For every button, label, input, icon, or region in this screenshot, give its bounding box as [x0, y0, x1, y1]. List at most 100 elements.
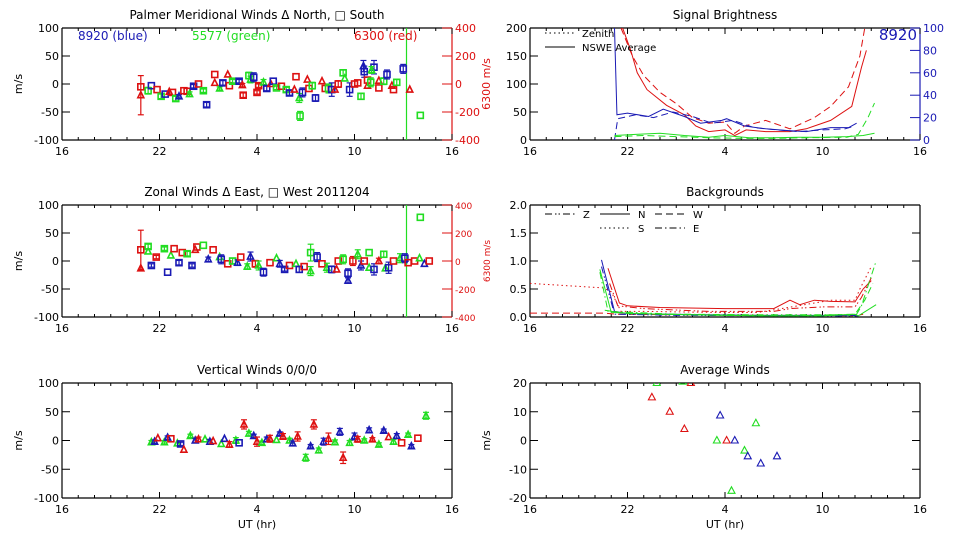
data-point-triangle [309, 419, 319, 428]
data-point-square [339, 69, 347, 77]
y-tick-label: 0 [52, 435, 59, 448]
data-point-square [188, 261, 196, 270]
plot-area [136, 205, 434, 317]
data-point-triangle [272, 434, 281, 444]
x-tick-label: 16 [913, 322, 927, 335]
data-point-triangle [686, 383, 696, 387]
y-tick-label: 0.5 [510, 283, 528, 296]
x-tick-label: 16 [913, 503, 927, 516]
chart-title: Zonal Winds Δ East, □ West 2011204 [144, 185, 369, 199]
y-tick-label: 50 [513, 106, 527, 119]
data-point-triangle [294, 92, 304, 102]
data-point-triangle [215, 83, 224, 92]
series-line [604, 283, 874, 317]
data-point-square [334, 257, 343, 265]
data-point-square [389, 257, 398, 265]
legend-label: N [638, 210, 645, 221]
data-point-triangle [220, 433, 229, 443]
data-point-triangle [246, 74, 255, 83]
data-point-triangle [340, 73, 350, 82]
data-point-triangle [374, 255, 384, 265]
y-tick-label: 150 [506, 50, 527, 63]
data-point-square [339, 255, 347, 264]
data-point-triangle [415, 252, 424, 262]
data-point-triangle [306, 440, 315, 450]
data-point-triangle [665, 406, 675, 415]
legend-label: NSWE Average [582, 43, 656, 54]
legend-annotation: 5577 (green) [192, 29, 270, 43]
data-point-square [392, 78, 401, 87]
data-point-triangle [403, 429, 413, 439]
y-tick-label: 200 [506, 22, 527, 35]
y-tick-label-right: 0 [455, 258, 461, 268]
x-tick-label: 16 [55, 322, 69, 335]
x-tick-label: 4 [254, 145, 261, 158]
data-point-square [300, 262, 308, 271]
data-point-triangle [225, 439, 234, 448]
data-point-triangle [712, 435, 722, 444]
data-point-square [365, 248, 373, 257]
x-tick-label: 16 [913, 145, 927, 158]
data-point-square [266, 258, 274, 267]
data-point-triangle [216, 438, 226, 448]
data-point-triangle [405, 84, 415, 93]
data-point-triangle [338, 452, 348, 462]
y-tick-label: -50 [41, 106, 59, 119]
chart-title: Signal Brightness [673, 8, 778, 22]
data-point-square [360, 257, 369, 265]
data-point-square [209, 246, 217, 254]
data-point-triangle [246, 251, 255, 260]
x-tick-label: 10 [348, 322, 362, 335]
y-tick-label-right: 400 [455, 202, 472, 212]
x-tick-label: 16 [445, 322, 459, 335]
data-point-square [202, 100, 211, 109]
series-line [614, 111, 856, 140]
data-point-triangle [715, 410, 725, 419]
x-tick-label: 16 [55, 503, 69, 516]
data-point-triangle [421, 410, 431, 420]
y-tick-label-right: -400 [455, 134, 480, 147]
y-tick-label: -50 [41, 463, 59, 476]
plot-area [147, 410, 431, 465]
data-point-triangle [203, 254, 213, 263]
data-point-square [236, 253, 245, 261]
data-point-triangle [136, 89, 146, 99]
y-tick-label-right: 20 [923, 112, 937, 125]
data-point-triangle [306, 265, 315, 275]
y-tick-label-right: 100 [923, 22, 944, 35]
data-point-square [280, 265, 289, 274]
data-point-triangle [223, 69, 233, 78]
series-line [530, 266, 872, 314]
plot-area [530, 259, 877, 317]
data-point-triangle [238, 79, 247, 89]
legend-label: E [693, 224, 699, 235]
x-tick-label: 4 [722, 322, 729, 335]
x-axis-label: UT (hr) [238, 518, 276, 531]
x-tick-label: 16 [523, 322, 537, 335]
data-point-triangle [367, 64, 376, 74]
data-point-triangle [368, 434, 377, 443]
data-point-triangle [356, 260, 366, 269]
x-tick-label: 22 [153, 503, 167, 516]
data-point-square [375, 84, 383, 92]
data-point-triangle [743, 451, 753, 460]
data-point-triangle [291, 258, 301, 268]
data-point-triangle [359, 435, 369, 444]
x-tick-label: 22 [621, 145, 635, 158]
data-point-triangle [293, 431, 302, 440]
data-point-triangle [353, 434, 363, 443]
data-point-triangle [652, 383, 662, 387]
data-point-square [292, 72, 300, 81]
data-point-triangle [244, 428, 254, 437]
data-point-square [349, 257, 357, 265]
data-point-square [176, 440, 185, 448]
data-point-triangle [179, 444, 189, 454]
data-point-triangle [166, 250, 176, 259]
legend-label: Z [583, 210, 590, 221]
data-point-square [235, 438, 243, 447]
x-tick-label: 10 [816, 503, 830, 516]
data-point-square [147, 81, 156, 90]
data-point-triangle [389, 436, 398, 445]
data-point-square [160, 244, 169, 253]
y-tick-label: 50 [45, 50, 59, 63]
